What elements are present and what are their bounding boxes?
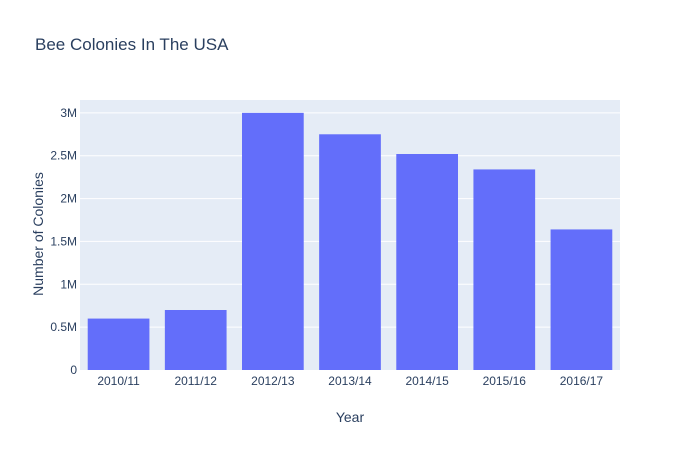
bar[interactable] bbox=[164, 310, 227, 370]
x-tick-label: 2013/14 bbox=[328, 374, 372, 388]
bar[interactable] bbox=[87, 318, 150, 370]
bar[interactable] bbox=[473, 169, 536, 370]
x-axis-title: Year bbox=[336, 409, 365, 425]
bar[interactable] bbox=[242, 112, 304, 370]
y-tick-label: 1M bbox=[60, 277, 77, 291]
y-tick-labels: 0 0.5M 1M 1.5M 2M 2.5M 3M bbox=[50, 106, 77, 377]
bar[interactable] bbox=[319, 134, 381, 370]
y-tick-label: 2.5M bbox=[50, 149, 77, 163]
x-tick-label: 2015/16 bbox=[483, 374, 527, 388]
y-tick-label: 0.5M bbox=[50, 320, 77, 334]
x-tick-label: 2010/11 bbox=[97, 374, 140, 388]
y-axis-title: Number of Colonies bbox=[30, 172, 46, 296]
bar[interactable] bbox=[550, 229, 613, 370]
y-tick-label: 1.5M bbox=[50, 234, 77, 248]
x-tick-label: 2012/13 bbox=[251, 374, 295, 388]
x-tick-label: 2016/17 bbox=[560, 374, 604, 388]
y-tick-label: 0 bbox=[70, 363, 77, 377]
x-tick-label: 2011/12 bbox=[174, 374, 217, 388]
bars bbox=[87, 112, 613, 370]
bar[interactable] bbox=[396, 154, 458, 370]
x-tick-labels: 2010/11 2011/12 2012/13 2013/14 2014/15 2015/… bbox=[97, 374, 603, 388]
y-tick-label: 3M bbox=[60, 106, 77, 120]
x-tick-label: 2014/15 bbox=[405, 374, 449, 388]
chart-title: Bee Colonies In The USA bbox=[35, 35, 229, 54]
y-tick-label: 2M bbox=[60, 192, 77, 206]
